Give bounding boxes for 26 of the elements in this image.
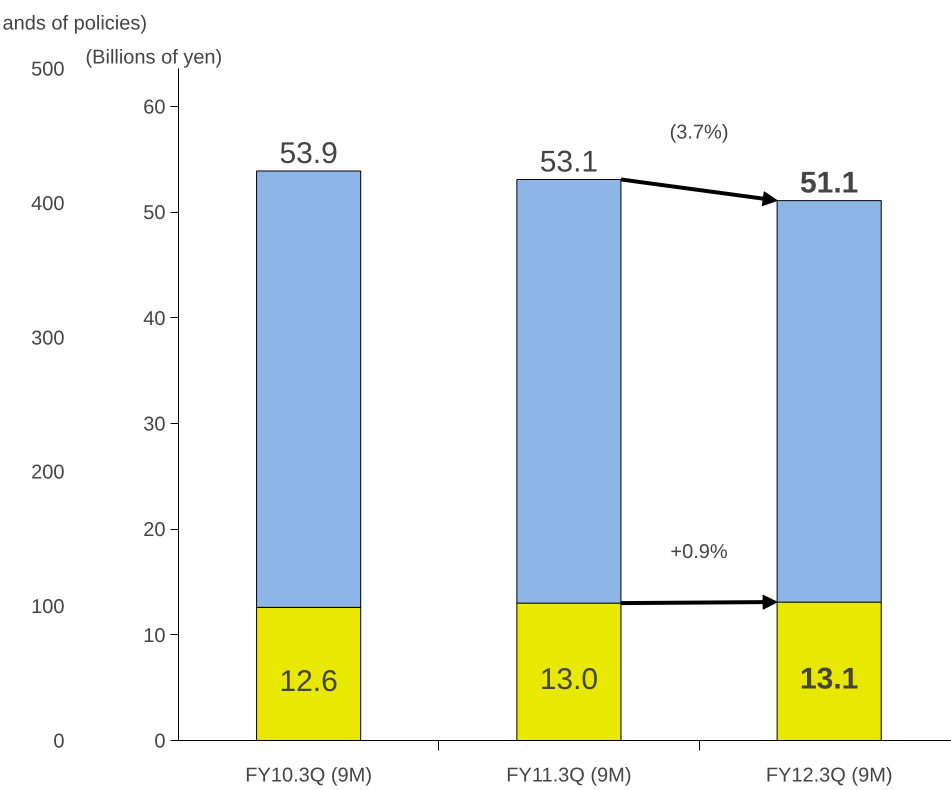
y2-tick-label: 0 — [53, 730, 64, 752]
y2-axis-title: ands of policies) — [2, 12, 148, 34]
y2-tick-label: 100 — [31, 596, 65, 618]
y2-tick-label: 300 — [31, 327, 65, 350]
data-label: 13.1 — [800, 662, 858, 696]
y-tick-label: 60 — [143, 96, 166, 119]
total-label: 51.1 — [800, 166, 858, 200]
y-tick-label: 40 — [143, 308, 166, 330]
total-label: 53.9 — [279, 136, 338, 170]
data-label: 12.6 — [279, 665, 338, 698]
y-tick-label: 20 — [143, 519, 166, 542]
y-tick-label: 0 — [154, 730, 166, 752]
total-label: 53.1 — [540, 145, 598, 178]
annotation: +0.9% — [670, 541, 728, 564]
annotation: (3.7%) — [670, 121, 728, 144]
y2-tick-label: 500 — [31, 58, 65, 80]
y-tick-label: 50 — [143, 202, 166, 224]
x-tick-label: FY11.3Q (9M) — [506, 764, 632, 786]
y-axis-title: (Billions of yen) — [86, 46, 222, 68]
y-tick-label: 30 — [143, 414, 166, 436]
y2-tick-label: 400 — [31, 192, 65, 215]
y-tick-label: 10 — [143, 624, 166, 647]
x-tick-label: FY10.3Q (9M) — [245, 764, 372, 786]
y2-tick-label: 200 — [31, 462, 65, 484]
data-label: 13.0 — [540, 663, 598, 696]
x-tick-label: FY12.3Q (9M) — [766, 764, 893, 786]
